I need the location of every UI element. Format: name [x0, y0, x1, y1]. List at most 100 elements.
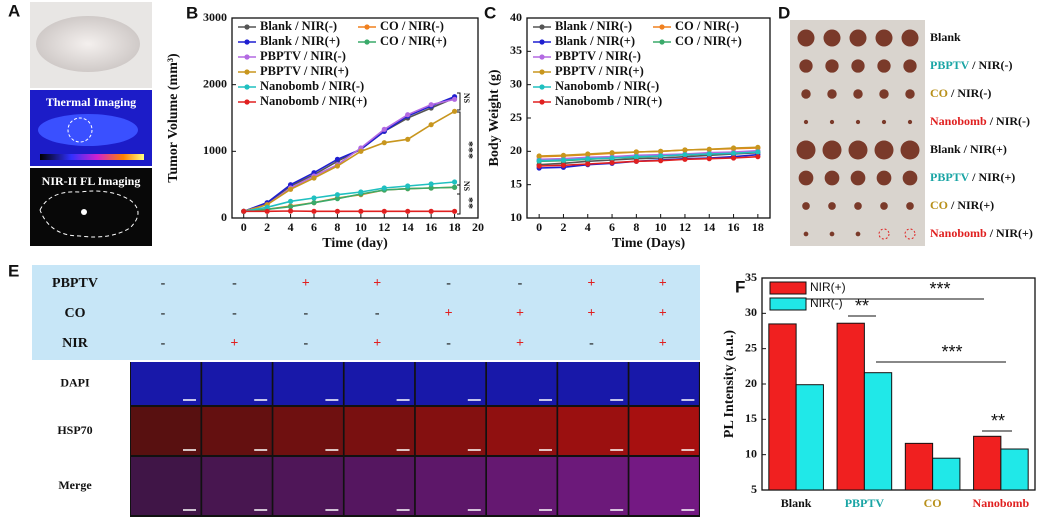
legend-marker: [244, 84, 250, 90]
y-tick-label: 5: [751, 482, 757, 496]
tumor: [874, 140, 894, 160]
sign: +: [659, 276, 667, 291]
sign: -: [518, 276, 523, 291]
point: [381, 208, 387, 214]
thermal-body: [38, 114, 138, 146]
sign: +: [516, 336, 524, 351]
y-axis-label: Body Weight (g): [487, 69, 502, 166]
point: [287, 204, 294, 210]
panel-letter: E: [8, 261, 19, 280]
group-label: Nanobomb / NIR(-): [930, 114, 1030, 128]
y-tick-label: 40: [510, 10, 522, 24]
group-name: Nanobomb: [930, 226, 987, 240]
legend-label: CO / NIR(-): [675, 19, 739, 33]
legend-swatch: [769, 281, 807, 295]
x-tick-label: 18: [449, 220, 461, 234]
legend-label: Nanobomb / NIR(+): [555, 94, 662, 108]
legend-marker: [659, 39, 665, 45]
tumor: [822, 140, 842, 160]
significance: ***: [929, 279, 950, 299]
legend-label: Nanobomb / NIR(-): [555, 79, 659, 93]
point: [287, 186, 294, 192]
micrograph: [131, 362, 201, 405]
group-label: Blank / NIR(+): [930, 142, 1007, 156]
sign: -: [232, 276, 237, 291]
x-axis-label: Time (Days): [612, 236, 686, 251]
tumor: [848, 140, 868, 160]
micrograph: [415, 362, 486, 405]
legend-marker: [364, 24, 370, 30]
sign: -: [303, 336, 308, 351]
series-line: [243, 95, 455, 213]
point: [334, 163, 341, 169]
tumor: [825, 59, 839, 73]
point: [428, 122, 434, 128]
micrograph: [202, 407, 272, 455]
significance: **: [855, 296, 869, 316]
tumor: [880, 202, 888, 210]
y-tick-label: 25: [745, 340, 757, 354]
tumor: [801, 89, 811, 99]
sign: +: [587, 276, 595, 291]
legend-marker: [539, 84, 545, 90]
x-tick-label: 8: [633, 220, 639, 234]
point: [428, 102, 434, 108]
sign: -: [232, 306, 237, 321]
legend-label: Blank / NIR(-): [260, 19, 337, 33]
tumor: [881, 119, 887, 125]
row-label: PBPTV: [52, 276, 98, 291]
tumor: [799, 59, 813, 73]
series-line: [539, 155, 758, 167]
x-tick-label: 12: [378, 220, 390, 234]
tumor: [879, 89, 889, 99]
micrograph: [131, 457, 201, 515]
point: [706, 156, 712, 162]
x-tick-label: 10: [355, 220, 367, 234]
micrograph: [273, 407, 343, 455]
micrograph: [273, 457, 343, 515]
legend-label: Blank / NIR(+): [260, 34, 340, 48]
point: [755, 149, 761, 155]
sign: +: [373, 276, 381, 291]
x-tick-label: 16: [728, 220, 740, 234]
point: [658, 148, 664, 154]
group-label: CO / NIR(-): [930, 86, 991, 100]
bracket: [457, 92, 461, 111]
tumor: [904, 228, 916, 240]
y-tick-label: 15: [510, 176, 522, 190]
x-tick-label: 4: [585, 220, 591, 234]
tumor: [907, 119, 913, 125]
point: [311, 200, 317, 206]
x-tick-label: 4: [288, 220, 294, 234]
point: [730, 145, 737, 151]
series-line: [243, 110, 455, 213]
group-label: PBPTV / NIR(+): [930, 170, 1015, 184]
group-suffix: / NIR(-): [948, 86, 991, 100]
legend-label: NIR(-): [810, 296, 843, 310]
x-tick-label: 0: [241, 220, 247, 234]
legend-marker: [364, 39, 370, 45]
micrograph: [558, 407, 628, 455]
fl-image: [30, 168, 152, 246]
row-label: CO: [65, 306, 86, 321]
tumor: [823, 29, 841, 47]
micrograph: [344, 457, 415, 515]
point: [609, 160, 615, 166]
point: [451, 208, 458, 214]
y-axis-label: Tumor Volume (mm³): [166, 53, 181, 183]
sign: +: [659, 306, 667, 321]
tumor-outline: [67, 117, 93, 143]
tumor: [803, 231, 809, 237]
x-tick-label: 8: [334, 220, 340, 234]
tumor: [906, 202, 914, 210]
point: [658, 158, 664, 164]
micrograph: [202, 362, 272, 405]
point: [755, 144, 761, 150]
point: [730, 150, 737, 156]
panel-letter: F: [735, 277, 745, 296]
panel-letter: D: [778, 3, 790, 22]
bar: [768, 323, 797, 491]
series-line: [243, 186, 455, 213]
point: [241, 208, 247, 214]
point: [633, 149, 639, 155]
